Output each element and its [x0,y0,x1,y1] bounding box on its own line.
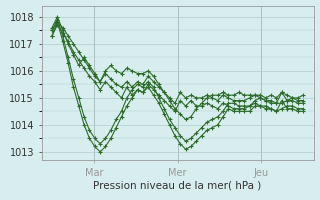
X-axis label: Pression niveau de la mer( hPa ): Pression niveau de la mer( hPa ) [93,180,262,190]
